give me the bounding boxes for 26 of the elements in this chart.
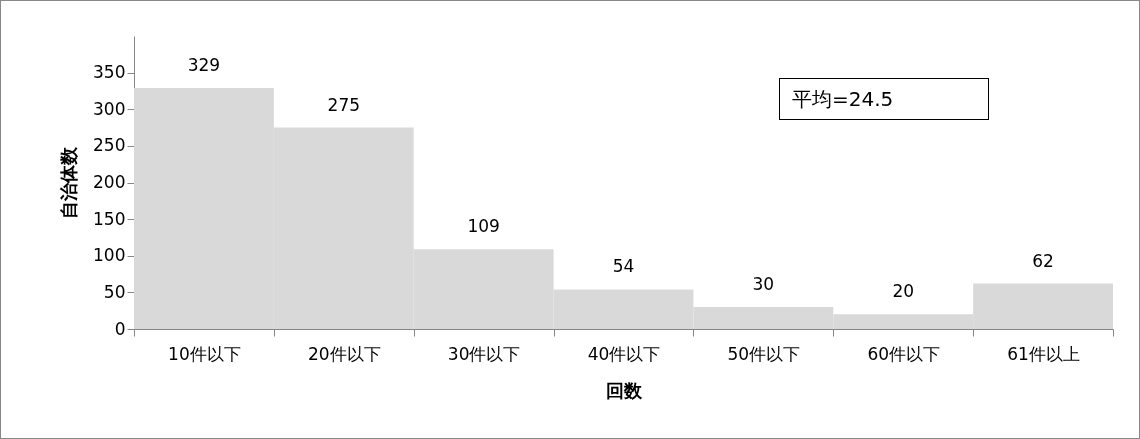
y-tick-label: 100 [93, 245, 126, 266]
x-tick-label: 60件以下 [867, 343, 941, 364]
x-tick-label: 61件以上 [1007, 343, 1080, 364]
x-tick-label: 20件以下 [307, 343, 381, 364]
x-tick-label: 30件以下 [447, 343, 521, 364]
data-label: 329 [187, 55, 221, 76]
y-tick-label: 300 [93, 98, 126, 119]
data-label: 62 [1032, 250, 1054, 271]
y-tick-label: 50 [103, 281, 126, 302]
data-label: 54 [612, 256, 635, 277]
data-label: 20 [892, 281, 915, 302]
y-tick-label: 200 [93, 172, 126, 192]
y-tick-label: 250 [93, 135, 126, 156]
x-tick-label: 40件以下 [587, 343, 661, 364]
data-label: 30 [752, 274, 775, 295]
text-box-frame: 平均=24.5 [779, 78, 989, 120]
y-tick-label: 350 [93, 62, 126, 83]
annotation: 平均=24.5 [792, 87, 894, 111]
x-tick-label: 10件以下 [168, 343, 241, 364]
x-tick-label: 50件以下 [727, 343, 801, 364]
data-label: 109 [467, 216, 500, 237]
y-tick-label: 0 [114, 318, 126, 339]
y-tick-label: 150 [93, 208, 126, 229]
x-axis-title: 回数 [606, 379, 643, 401]
y-axis-title: 自治体数 [58, 146, 80, 219]
data-label: 275 [327, 94, 361, 115]
